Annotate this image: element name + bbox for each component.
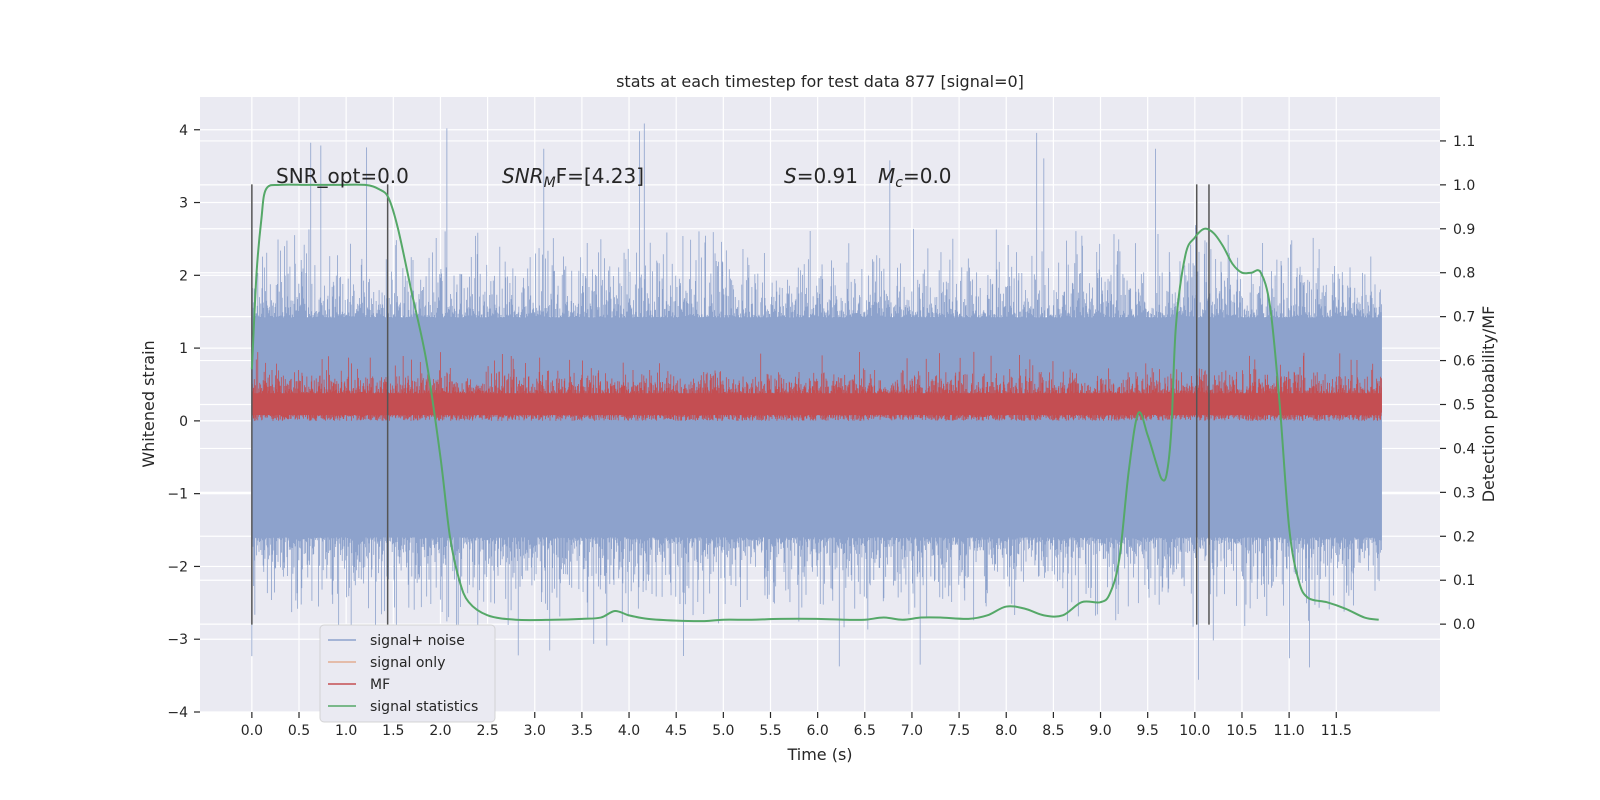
annotation-snr-mf: SNRMF=[4.23] [502, 164, 644, 191]
x-tick-label-16: 8.0 [995, 723, 1017, 739]
x-tick-label-17: 8.5 [1042, 723, 1064, 739]
y-right-tick-label-6: 0.6 [1453, 354, 1475, 370]
x-tick-label-19: 9.5 [1137, 723, 1159, 739]
y-right-tick-label-7: 0.7 [1453, 310, 1475, 326]
y-tick-label-7: 3 [179, 196, 188, 212]
x-tick-label-8: 4.0 [618, 723, 640, 739]
vertical-markers [251, 184, 1210, 625]
x-tick-label-22: 11.0 [1274, 723, 1305, 739]
y-right-tick-label-1: 0.1 [1453, 573, 1475, 589]
y-tick-label-5: 1 [179, 341, 188, 357]
x-tick-label-21: 10.5 [1226, 723, 1257, 739]
annotation-s-label: S [784, 164, 797, 188]
annotation-snr-mf-sub: M [544, 175, 556, 191]
annotation-snr-opt: SNR_opt=0.0 [276, 164, 409, 188]
y-axis-left: −4 −3 −2 −1 0 1 2 3 4 [167, 123, 200, 721]
y-right-tick-label-4: 0.4 [1453, 441, 1475, 457]
chart-title: stats at each timestep for test data 877… [616, 72, 1024, 91]
annotation-mc-value: =0.0 [903, 164, 952, 188]
annotation-mc-label: M [878, 164, 895, 188]
y-axis-right-label: Detection probability/MF [1479, 306, 1498, 503]
y-right-tick-label-0: 0.0 [1453, 617, 1475, 633]
x-axis: 0.0 0.5 1.0 1.5 2.0 2.5 3.0 3.5 4.0 4.5 5.0 5.5 6.0 6… [241, 712, 1352, 739]
y-tick-label-6: 2 [179, 268, 188, 284]
annotation-snr-mf-value: F=[4.23] [556, 164, 644, 188]
x-tick-label-15: 7.5 [948, 723, 970, 739]
series-signal-statistics-line [250, 183, 1379, 623]
y-tick-label-8: 4 [179, 123, 188, 139]
annotation-s: S=0.91 [784, 164, 858, 188]
legend-label-signal-statistics: signal statistics [370, 699, 478, 715]
series-mf-band [251, 393, 1382, 416]
legend: signal+ noise signal only MF signal stat… [319, 624, 496, 723]
y-tick-label-2: −2 [167, 559, 188, 575]
x-tick-label-4: 2.0 [429, 723, 451, 739]
annotation-snr-mf-prefix: SNR [502, 164, 544, 188]
x-tick-label-6: 3.0 [524, 723, 546, 739]
y-tick-label-1: −3 [167, 632, 188, 648]
x-tick-label-14: 7.0 [901, 723, 923, 739]
x-tick-label-13: 6.5 [854, 723, 876, 739]
y-right-tick-label-2: 0.2 [1453, 529, 1475, 545]
y-right-tick-label-8: 0.8 [1453, 266, 1475, 282]
x-tick-label-20: 10.0 [1179, 723, 1210, 739]
series-signal-statistics [250, 183, 1379, 623]
y-right-tick-label-11: 1.1 [1453, 134, 1475, 150]
x-tick-label-5: 2.5 [476, 723, 498, 739]
annotation-mc: Mc=0.0 [878, 164, 952, 191]
y-axis-label: Whitened strain [139, 340, 158, 467]
y-tick-label-4: 0 [179, 414, 188, 430]
series-mf [251, 351, 1382, 421]
x-tick-label-18: 9.0 [1089, 723, 1111, 739]
legend-label-signal-only: signal only [370, 655, 445, 671]
x-tick-label-9: 4.5 [665, 723, 687, 739]
x-tick-label-10: 5.0 [712, 723, 734, 739]
y-tick-label-0: −4 [167, 705, 188, 721]
legend-label-mf: MF [370, 677, 390, 693]
annotation-s-value: =0.91 [797, 164, 858, 188]
legend-label-signal-noise: signal+ noise [370, 633, 465, 649]
x-tick-label-11: 5.5 [759, 723, 781, 739]
y-right-tick-label-9: 0.9 [1453, 222, 1475, 238]
y-tick-label-3: −1 [167, 487, 188, 503]
x-tick-label-0: 0.0 [241, 723, 263, 739]
x-tick-label-12: 6.0 [807, 723, 829, 739]
x-tick-label-3: 1.5 [382, 723, 404, 739]
x-tick-label-2: 1.0 [335, 723, 357, 739]
y-axis-right: 0.0 0.1 0.2 0.3 0.4 0.5 0.6 0.7 0.8 0.9 1.0 1.1 [1440, 134, 1475, 633]
y-right-tick-label-3: 0.3 [1453, 485, 1475, 501]
y-right-tick-label-10: 1.0 [1453, 178, 1475, 194]
x-tick-label-23: 11.5 [1321, 723, 1352, 739]
x-tick-label-7: 3.5 [571, 723, 593, 739]
series-signal-noise-band [251, 317, 1382, 538]
annotation-mc-sub: c [895, 175, 903, 191]
x-axis-label: Time (s) [786, 745, 852, 764]
legend-box [319, 624, 496, 723]
y-right-tick-label-5: 0.5 [1453, 398, 1475, 414]
x-tick-label-1: 0.5 [288, 723, 310, 739]
